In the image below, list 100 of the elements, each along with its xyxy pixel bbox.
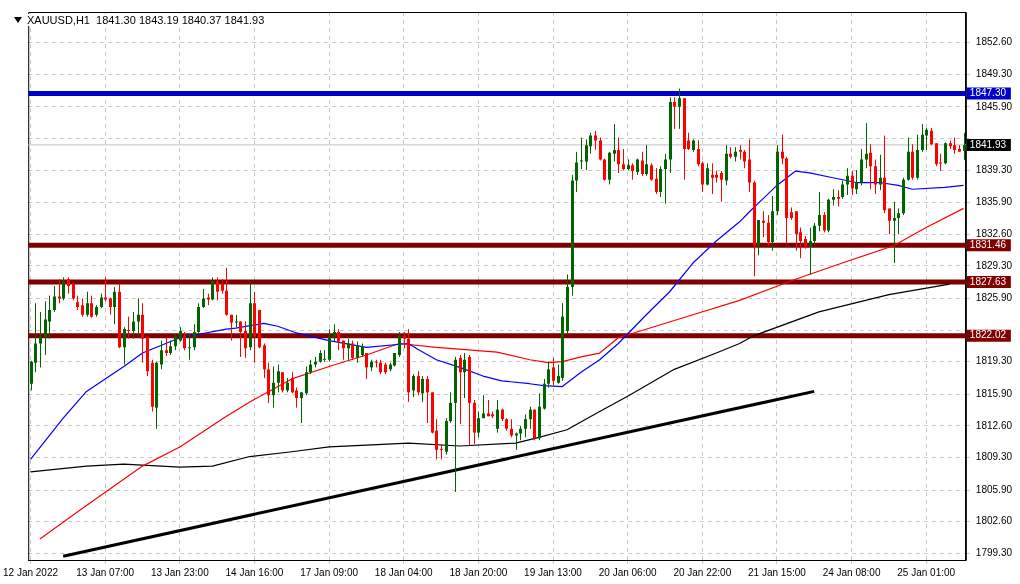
candlestick [673,96,676,130]
x-tick-label: 20 Jan 22:00 [673,566,732,578]
candlestick [818,191,821,232]
x-tick-label: 14 Jan 16:00 [225,566,284,578]
candlestick [935,142,938,167]
y-tick-label: 1805.90 [975,483,1013,495]
candlestick [230,314,233,342]
candlestick [860,148,863,186]
candlestick [81,297,84,318]
candlestick [48,295,51,340]
candlestick [239,320,242,358]
candlestick [547,361,550,389]
ref-line-label: 1822.02 [969,329,1007,341]
candlestick [613,123,616,162]
candlestick [711,162,714,195]
candlestick [277,364,280,393]
y-tick-label: 1852.60 [975,36,1013,48]
candlestick [851,170,854,196]
y-tick-label: 1812.60 [975,419,1013,431]
candlestick [272,365,275,409]
candlestick [645,144,648,177]
candlestick [44,300,47,356]
candlestick [767,214,770,247]
x-tick-label: 18 Jan 20:00 [449,566,508,578]
candlestick [347,338,350,361]
candlestick [365,352,368,380]
candlestick [323,349,326,363]
candlestick [459,354,462,425]
candlestick [617,137,620,174]
candlestick [202,288,205,309]
candlestick [62,276,65,301]
y-tick-label: 1825.90 [975,292,1013,304]
candlestick [356,341,359,364]
candlestick [529,406,532,430]
candlestick [160,340,163,370]
candlestick [823,211,826,233]
candlestick [585,138,588,171]
candlestick [426,375,429,424]
chart-title: XAUUSD,H1 1841.30 1843.19 1840.37 1841.93 [27,14,265,26]
candlestick [225,267,228,317]
y-tick-label: 1835.90 [975,196,1013,208]
y-tick-label: 1829.30 [975,259,1013,271]
candlestick [524,413,527,438]
candlestick [925,127,928,151]
x-tick-label: 13 Jan 23:00 [150,566,210,578]
y-tick-label: 1799.30 [975,547,1013,559]
candlestick [944,141,947,165]
candlestick [132,311,135,340]
candlestick [655,167,658,195]
candlestick [575,151,578,193]
candlestick [622,148,625,171]
candlestick [846,167,849,196]
candlestick [449,391,452,424]
x-tick-label: 21 Jan 15:00 [748,566,807,578]
ref-line-label: 1847.30 [969,87,1007,99]
candlestick [893,201,896,264]
candlestick [90,295,93,319]
candlestick [141,302,144,364]
candlestick [603,158,606,182]
candlestick [477,411,480,438]
x-tick-label: 19 Jan 13:00 [524,566,583,578]
candlestick [53,285,56,313]
candlestick [86,291,89,318]
candlestick [580,137,583,170]
candlestick [305,365,308,396]
y-tick-label: 1815.90 [975,388,1013,400]
candlestick [417,370,420,396]
x-tick-label: 12 Jan 2022 [3,566,59,578]
x-tick-label: 24 Jan 08:00 [822,566,881,578]
candlestick [188,333,191,361]
candlestick [921,123,924,153]
candlestick [412,373,415,398]
y-tick-label: 1839.30 [975,163,1013,175]
candlestick [137,297,140,338]
ref-line-label: 1831.46 [969,238,1007,250]
candlestick [641,151,644,177]
candlestick [496,399,499,434]
candlestick [337,328,340,351]
candlestick [463,352,466,399]
candlestick [39,311,42,368]
x-tick-label: 18 Jan 04:00 [374,566,434,578]
candlestick [706,162,709,186]
candlestick [421,375,424,403]
candlestick [781,134,784,165]
y-tick-label: 1845.90 [975,100,1013,112]
candlestick [328,328,331,363]
candlestick [739,144,742,161]
x-tick-label: 20 Jan 06:00 [598,566,657,578]
x-tick-label: 13 Jan 07:00 [76,566,135,578]
candlestick [113,286,116,325]
y-tick-label: 1802.60 [975,515,1013,527]
candlestick [897,207,900,235]
candlestick [123,326,126,366]
candlestick [440,443,443,460]
y-tick-label: 1819.30 [975,355,1013,367]
candlestick [281,371,284,393]
y-tick-label: 1832.60 [975,228,1013,240]
candlestick [211,276,214,301]
candlestick [664,153,667,205]
candlestick [291,371,294,394]
